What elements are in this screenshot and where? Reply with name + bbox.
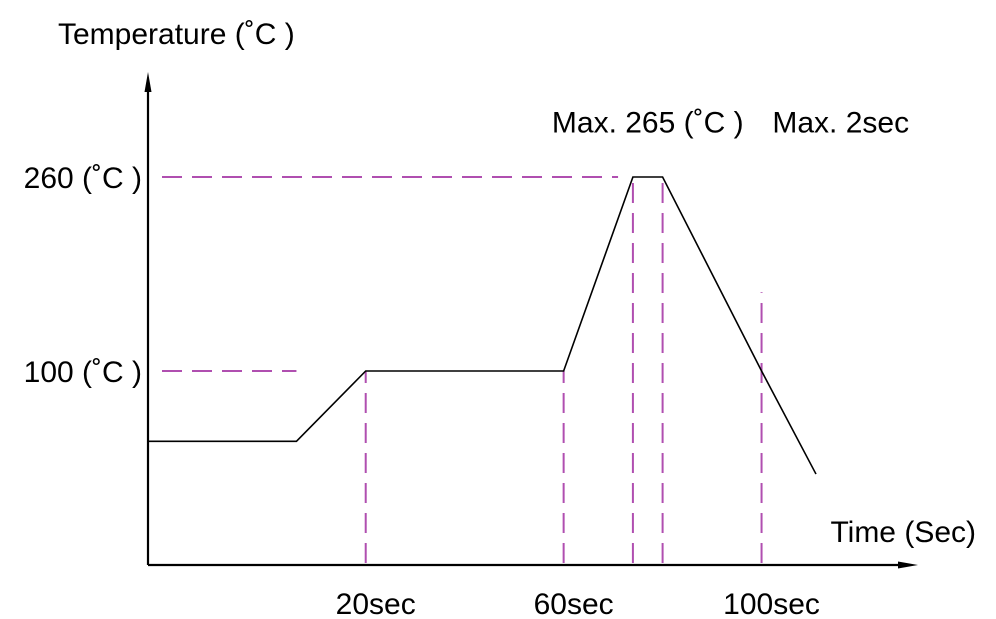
x-tick-label-20: 20sec — [336, 588, 416, 619]
reference-lines — [162, 176, 763, 563]
annotation-label-1: Max. 2sec — [772, 106, 909, 139]
x-tick-label-100: 100sec — [723, 588, 820, 619]
x-axis-arrowhead — [898, 561, 918, 569]
x-tick-label-60: 60sec — [534, 588, 614, 619]
y-tick-label-260: 260 (˚C ) — [24, 162, 142, 195]
axes — [144, 72, 918, 569]
y-axis-label: Temperature (˚C ) — [58, 18, 295, 51]
labels: Temperature (˚C ) Time (Sec) 100 (˚C ) 26… — [24, 18, 976, 619]
x-axis-label: Time (Sec) — [830, 516, 976, 549]
annotation-label-0: Max. 265 (˚C ) — [552, 106, 744, 139]
y-tick-label-100: 100 (˚C ) — [24, 356, 142, 389]
y-axis-arrowhead — [144, 72, 152, 92]
temperature-profile-line — [148, 176, 817, 475]
series-layer — [148, 176, 817, 475]
